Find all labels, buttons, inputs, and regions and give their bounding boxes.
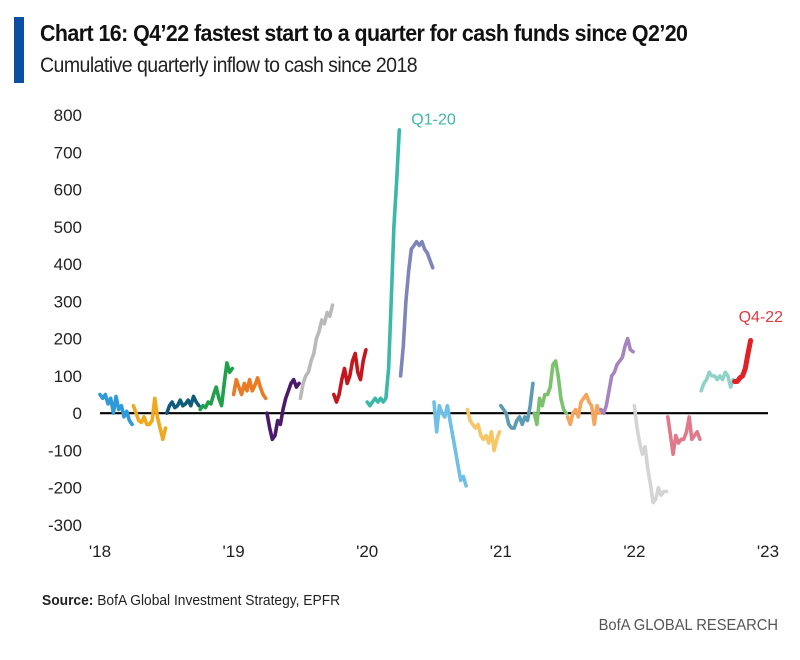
y-tick-label: 600 [54, 181, 82, 200]
x-tick-label: '23 [757, 542, 779, 561]
series-line-q2-18 [131, 396, 168, 442]
series-line-q2-20 [398, 239, 435, 378]
series-line-q1-21 [498, 381, 535, 430]
annotations: Q1-20 Q4-22 [411, 111, 783, 326]
source-label: Source: [42, 592, 94, 609]
y-tick-label: -200 [48, 479, 82, 498]
x-axis: '18 '19 '20 '21 '22 '23 [89, 542, 779, 561]
y-tick-label: 0 [73, 404, 82, 423]
x-tick-label: '18 [89, 542, 111, 561]
brand-footer: BofA GLOBAL RESEARCH [598, 617, 778, 634]
series-line-q4-21 [599, 336, 635, 416]
series-line-q3-20 [432, 400, 468, 488]
series-line-q4-18 [198, 361, 235, 412]
series-line-q1-18 [98, 392, 134, 427]
y-tick-label: 800 [54, 106, 82, 125]
y-tick-label: 200 [54, 330, 82, 349]
y-tick-label: -300 [48, 516, 82, 535]
series-line-q4-19 [331, 347, 368, 404]
accent-bar [14, 17, 24, 83]
source-text: BofA Global Investment Strategy, EPFR [97, 592, 341, 609]
x-tick-label: '21 [490, 542, 512, 561]
series-line-q4-20 [465, 407, 502, 453]
x-tick-label: '19 [223, 542, 245, 561]
y-tick-label: 700 [54, 143, 82, 162]
chart-title: Chart 16: Q4’22 fastest start to a quart… [40, 20, 688, 46]
chart-subtitle: Cumulative quarterly inflow to cash sinc… [40, 54, 418, 77]
series-layer [98, 128, 754, 505]
y-tick-label: -100 [48, 441, 82, 460]
y-tick-label: 500 [54, 218, 82, 237]
x-tick-label: '22 [623, 542, 645, 561]
y-axis: 800 700 600 500 400 300 200 100 0 -100 -200 -300 [48, 106, 82, 535]
series-line-q3-22 [699, 370, 736, 393]
series-line-q1-22 [632, 403, 669, 505]
series-line-q4-22 [732, 338, 754, 384]
y-tick-label: 300 [54, 292, 82, 311]
series-line-q3-21 [565, 392, 602, 427]
y-tick-label: 400 [54, 255, 82, 274]
series-line-q3-19 [298, 303, 335, 401]
source-note: Source: BofA Global Investment Strategy,… [42, 592, 340, 609]
annotation-q4-22: Q4-22 [739, 309, 784, 326]
series-line-q2-22 [665, 415, 702, 457]
series-line-q1-19 [231, 375, 268, 401]
series-line-q3-18 [165, 394, 201, 416]
x-tick-label: '20 [356, 542, 378, 561]
series-line-q1-20 [365, 128, 402, 408]
series-line-q2-19 [265, 377, 301, 442]
y-tick-label: 100 [54, 367, 82, 386]
annotation-q1-20: Q1-20 [411, 111, 456, 128]
series-line-q2-21 [532, 359, 569, 427]
